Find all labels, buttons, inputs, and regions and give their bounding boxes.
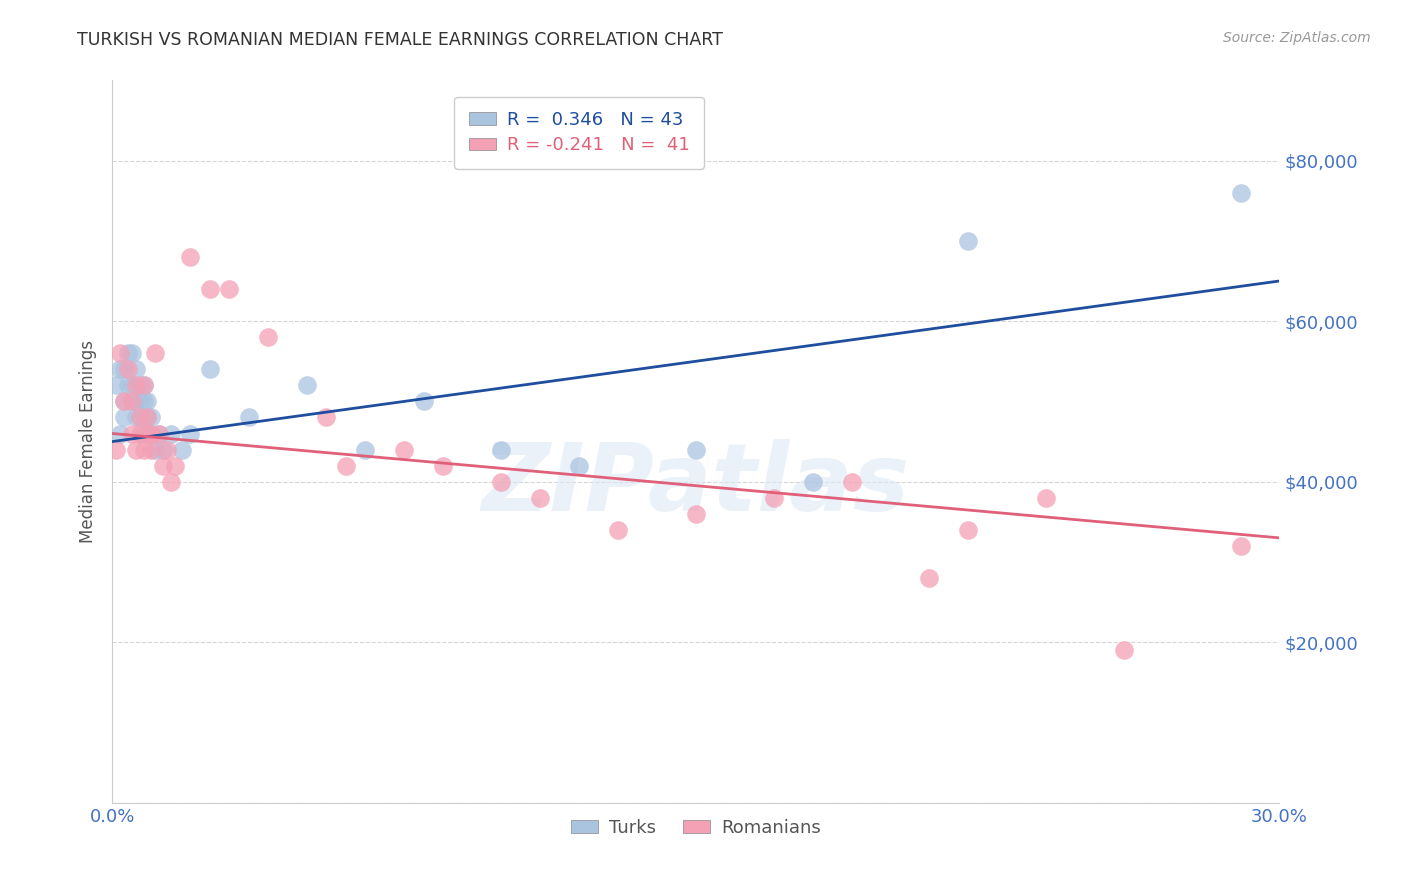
Point bbox=[529, 491, 551, 505]
Point bbox=[163, 458, 186, 473]
Point bbox=[136, 426, 159, 441]
Point bbox=[136, 426, 159, 441]
Point bbox=[125, 410, 148, 425]
Point bbox=[136, 410, 159, 425]
Point bbox=[105, 378, 128, 392]
Point bbox=[1229, 539, 1251, 553]
Point bbox=[412, 394, 434, 409]
Point bbox=[218, 282, 240, 296]
Point bbox=[112, 410, 135, 425]
Point bbox=[568, 458, 591, 473]
Point bbox=[110, 346, 132, 360]
Text: ZIPatlas: ZIPatlas bbox=[482, 439, 910, 531]
Point bbox=[112, 362, 135, 376]
Point bbox=[121, 346, 143, 360]
Point bbox=[432, 458, 454, 473]
Point bbox=[394, 442, 416, 457]
Point bbox=[112, 394, 135, 409]
Point bbox=[685, 507, 707, 521]
Legend: Turks, Romanians: Turks, Romanians bbox=[564, 812, 828, 845]
Point bbox=[112, 394, 135, 409]
Point bbox=[607, 523, 630, 537]
Point bbox=[841, 475, 863, 489]
Point bbox=[160, 475, 183, 489]
Point bbox=[315, 410, 337, 425]
Point bbox=[1112, 643, 1135, 657]
Point bbox=[198, 282, 221, 296]
Point bbox=[117, 378, 139, 392]
Point bbox=[125, 442, 148, 457]
Point bbox=[148, 426, 170, 441]
Point bbox=[685, 442, 707, 457]
Point bbox=[152, 458, 174, 473]
Point bbox=[257, 330, 280, 344]
Point bbox=[128, 378, 150, 392]
Point bbox=[179, 426, 201, 441]
Point bbox=[957, 523, 980, 537]
Point bbox=[132, 378, 155, 392]
Point bbox=[354, 442, 377, 457]
Point bbox=[125, 394, 148, 409]
Y-axis label: Median Female Earnings: Median Female Earnings bbox=[79, 340, 97, 543]
Point bbox=[117, 346, 139, 360]
Point bbox=[179, 250, 201, 264]
Point bbox=[801, 475, 824, 489]
Point bbox=[128, 426, 150, 441]
Point bbox=[141, 442, 163, 457]
Point bbox=[335, 458, 357, 473]
Text: TURKISH VS ROMANIAN MEDIAN FEMALE EARNINGS CORRELATION CHART: TURKISH VS ROMANIAN MEDIAN FEMALE EARNIN… bbox=[77, 31, 723, 49]
Point bbox=[143, 346, 166, 360]
Point bbox=[132, 410, 155, 425]
Point bbox=[125, 378, 148, 392]
Point bbox=[121, 394, 143, 409]
Point bbox=[1229, 186, 1251, 200]
Point bbox=[105, 442, 128, 457]
Point bbox=[117, 362, 139, 376]
Point bbox=[125, 362, 148, 376]
Point bbox=[172, 442, 194, 457]
Point bbox=[160, 426, 183, 441]
Point bbox=[143, 442, 166, 457]
Point bbox=[148, 426, 170, 441]
Point bbox=[121, 378, 143, 392]
Point bbox=[238, 410, 260, 425]
Point bbox=[141, 410, 163, 425]
Point bbox=[491, 475, 513, 489]
Point bbox=[132, 426, 155, 441]
Point bbox=[128, 394, 150, 409]
Point bbox=[152, 442, 174, 457]
Point bbox=[136, 394, 159, 409]
Point bbox=[762, 491, 785, 505]
Point bbox=[121, 426, 143, 441]
Text: Source: ZipAtlas.com: Source: ZipAtlas.com bbox=[1223, 31, 1371, 45]
Point bbox=[918, 571, 941, 585]
Point bbox=[295, 378, 318, 392]
Point bbox=[136, 410, 159, 425]
Point bbox=[141, 426, 163, 441]
Point bbox=[132, 394, 155, 409]
Point bbox=[141, 426, 163, 441]
Point bbox=[957, 234, 980, 248]
Point bbox=[132, 378, 155, 392]
Point bbox=[1035, 491, 1057, 505]
Point bbox=[132, 442, 155, 457]
Point bbox=[128, 410, 150, 425]
Point bbox=[198, 362, 221, 376]
Point bbox=[156, 442, 179, 457]
Point bbox=[121, 394, 143, 409]
Point bbox=[128, 410, 150, 425]
Point bbox=[110, 362, 132, 376]
Point bbox=[110, 426, 132, 441]
Point bbox=[491, 442, 513, 457]
